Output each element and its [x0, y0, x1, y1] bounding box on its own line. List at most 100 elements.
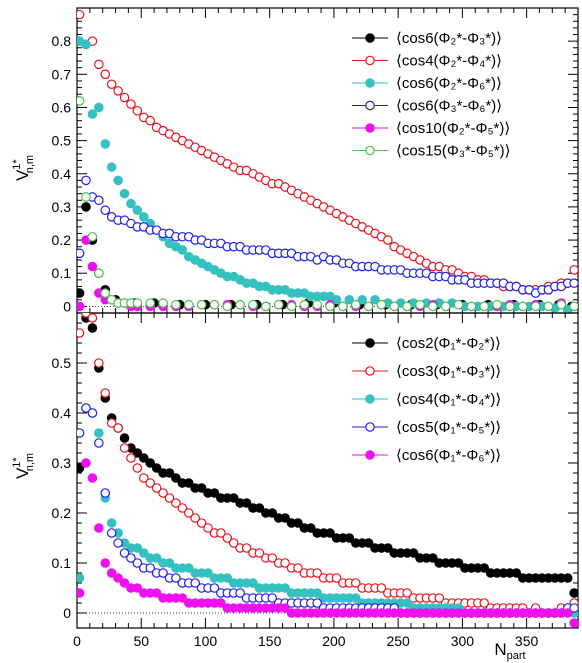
data-point: [389, 301, 400, 312]
legend-label: ⟨cos5(Φ₁*-Φ₅*)⟩: [396, 419, 501, 436]
data-point: [100, 388, 111, 398]
data-point: [569, 588, 578, 598]
data-point: [100, 205, 111, 216]
data-point: [383, 543, 393, 553]
x-tick-label: 0: [73, 633, 81, 649]
data-point: [428, 553, 438, 563]
bottom-panel: 0 0.1 0.2 0.3 0.4 0.5 0 50 100 150 200 250 300 350 V1*…: [11, 312, 579, 649]
data-point: [569, 603, 578, 613]
data-point: [569, 265, 578, 275]
data-point: [248, 578, 258, 588]
data-point: [569, 278, 578, 288]
legend-marker: [365, 422, 375, 432]
data-point: [415, 299, 425, 310]
data-point: [261, 301, 271, 312]
data-point: [350, 593, 361, 603]
legend-marker: [365, 78, 375, 88]
legend-label: ⟨cos4(Φ₁*-Φ₄*)⟩: [396, 391, 501, 408]
data-point: [267, 553, 278, 563]
data-point: [145, 298, 156, 308]
data-point: [100, 558, 111, 568]
data-point: [222, 573, 233, 583]
data-point: [81, 202, 91, 212]
y-tick-label: 0.5: [52, 355, 72, 371]
data-point: [139, 473, 149, 483]
data-point: [94, 59, 104, 70]
data-point: [87, 323, 98, 333]
data-point: [505, 301, 515, 312]
data-point: [543, 301, 554, 312]
data-point: [77, 463, 85, 473]
data-point: [408, 548, 419, 558]
data-point: [331, 294, 342, 305]
data-point: [94, 195, 104, 206]
legend-marker: [365, 394, 375, 404]
data-point: [94, 268, 104, 279]
data-point: [530, 301, 541, 312]
y-tick-label: 0.3: [52, 199, 72, 215]
data-point: [113, 538, 123, 548]
data-point: [100, 288, 111, 298]
data-point: [562, 608, 573, 618]
data-point: [190, 513, 200, 523]
data-point: [228, 493, 239, 503]
data-point: [183, 478, 194, 488]
points-group: [77, 9, 578, 313]
data-point: [87, 109, 98, 119]
data-point: [428, 301, 438, 312]
points-group: [77, 313, 578, 628]
data-point: [164, 468, 175, 478]
y-tick-label: 0.6: [52, 99, 72, 115]
data-point: [383, 235, 393, 245]
data-point: [100, 488, 111, 498]
data-point: [350, 299, 361, 310]
data-point: [402, 598, 412, 608]
data-point: [517, 301, 528, 312]
data-point: [492, 299, 502, 310]
data-point: [177, 245, 188, 255]
data-point: [151, 553, 162, 563]
data-point: [94, 523, 104, 533]
y-tick-label: 0: [63, 298, 71, 314]
x-tick-label: 200: [322, 633, 346, 649]
legend-label: ⟨cos10(Φ₂*-Φ₅*)⟩: [396, 120, 510, 137]
data-point: [357, 294, 367, 305]
data-point: [434, 593, 445, 603]
x-tick-label: 350: [515, 633, 539, 649]
data-point: [183, 508, 194, 518]
data-point: [479, 598, 490, 608]
data-point: [151, 463, 162, 473]
y-tick-label: 0.2: [52, 232, 72, 248]
y-tick-label: 0.2: [52, 505, 72, 521]
data-point: [145, 115, 156, 126]
data-point: [94, 428, 104, 438]
data-point: [370, 294, 380, 305]
y-tick-label: 0.5: [52, 133, 72, 149]
legend-marker: [365, 145, 375, 156]
legend-marker: [365, 100, 375, 111]
legend-label: ⟨cos15(Φ₃*-Φ₅*)⟩: [396, 143, 510, 160]
data-point: [183, 299, 194, 310]
legend-marker: [365, 55, 375, 66]
data-point: [87, 231, 98, 242]
data-point: [77, 428, 85, 438]
data-point: [402, 588, 412, 598]
data-point: [280, 603, 290, 613]
data-point: [164, 558, 175, 568]
data-point: [209, 583, 220, 593]
data-point: [241, 498, 252, 508]
data-point: [286, 301, 297, 312]
data-point: [126, 198, 136, 209]
legend-label: ⟨cos6(Φ₂*-Φ₃*)⟩: [396, 30, 502, 47]
data-point: [94, 438, 104, 448]
data-point: [479, 563, 490, 573]
x-tick-label: 300: [451, 633, 475, 649]
data-point: [254, 503, 265, 513]
data-point: [119, 433, 130, 443]
legend-marker: [365, 123, 375, 133]
data-point: [94, 102, 104, 113]
data-point: [183, 563, 194, 573]
data-point: [100, 69, 111, 80]
data-point: [77, 328, 85, 338]
